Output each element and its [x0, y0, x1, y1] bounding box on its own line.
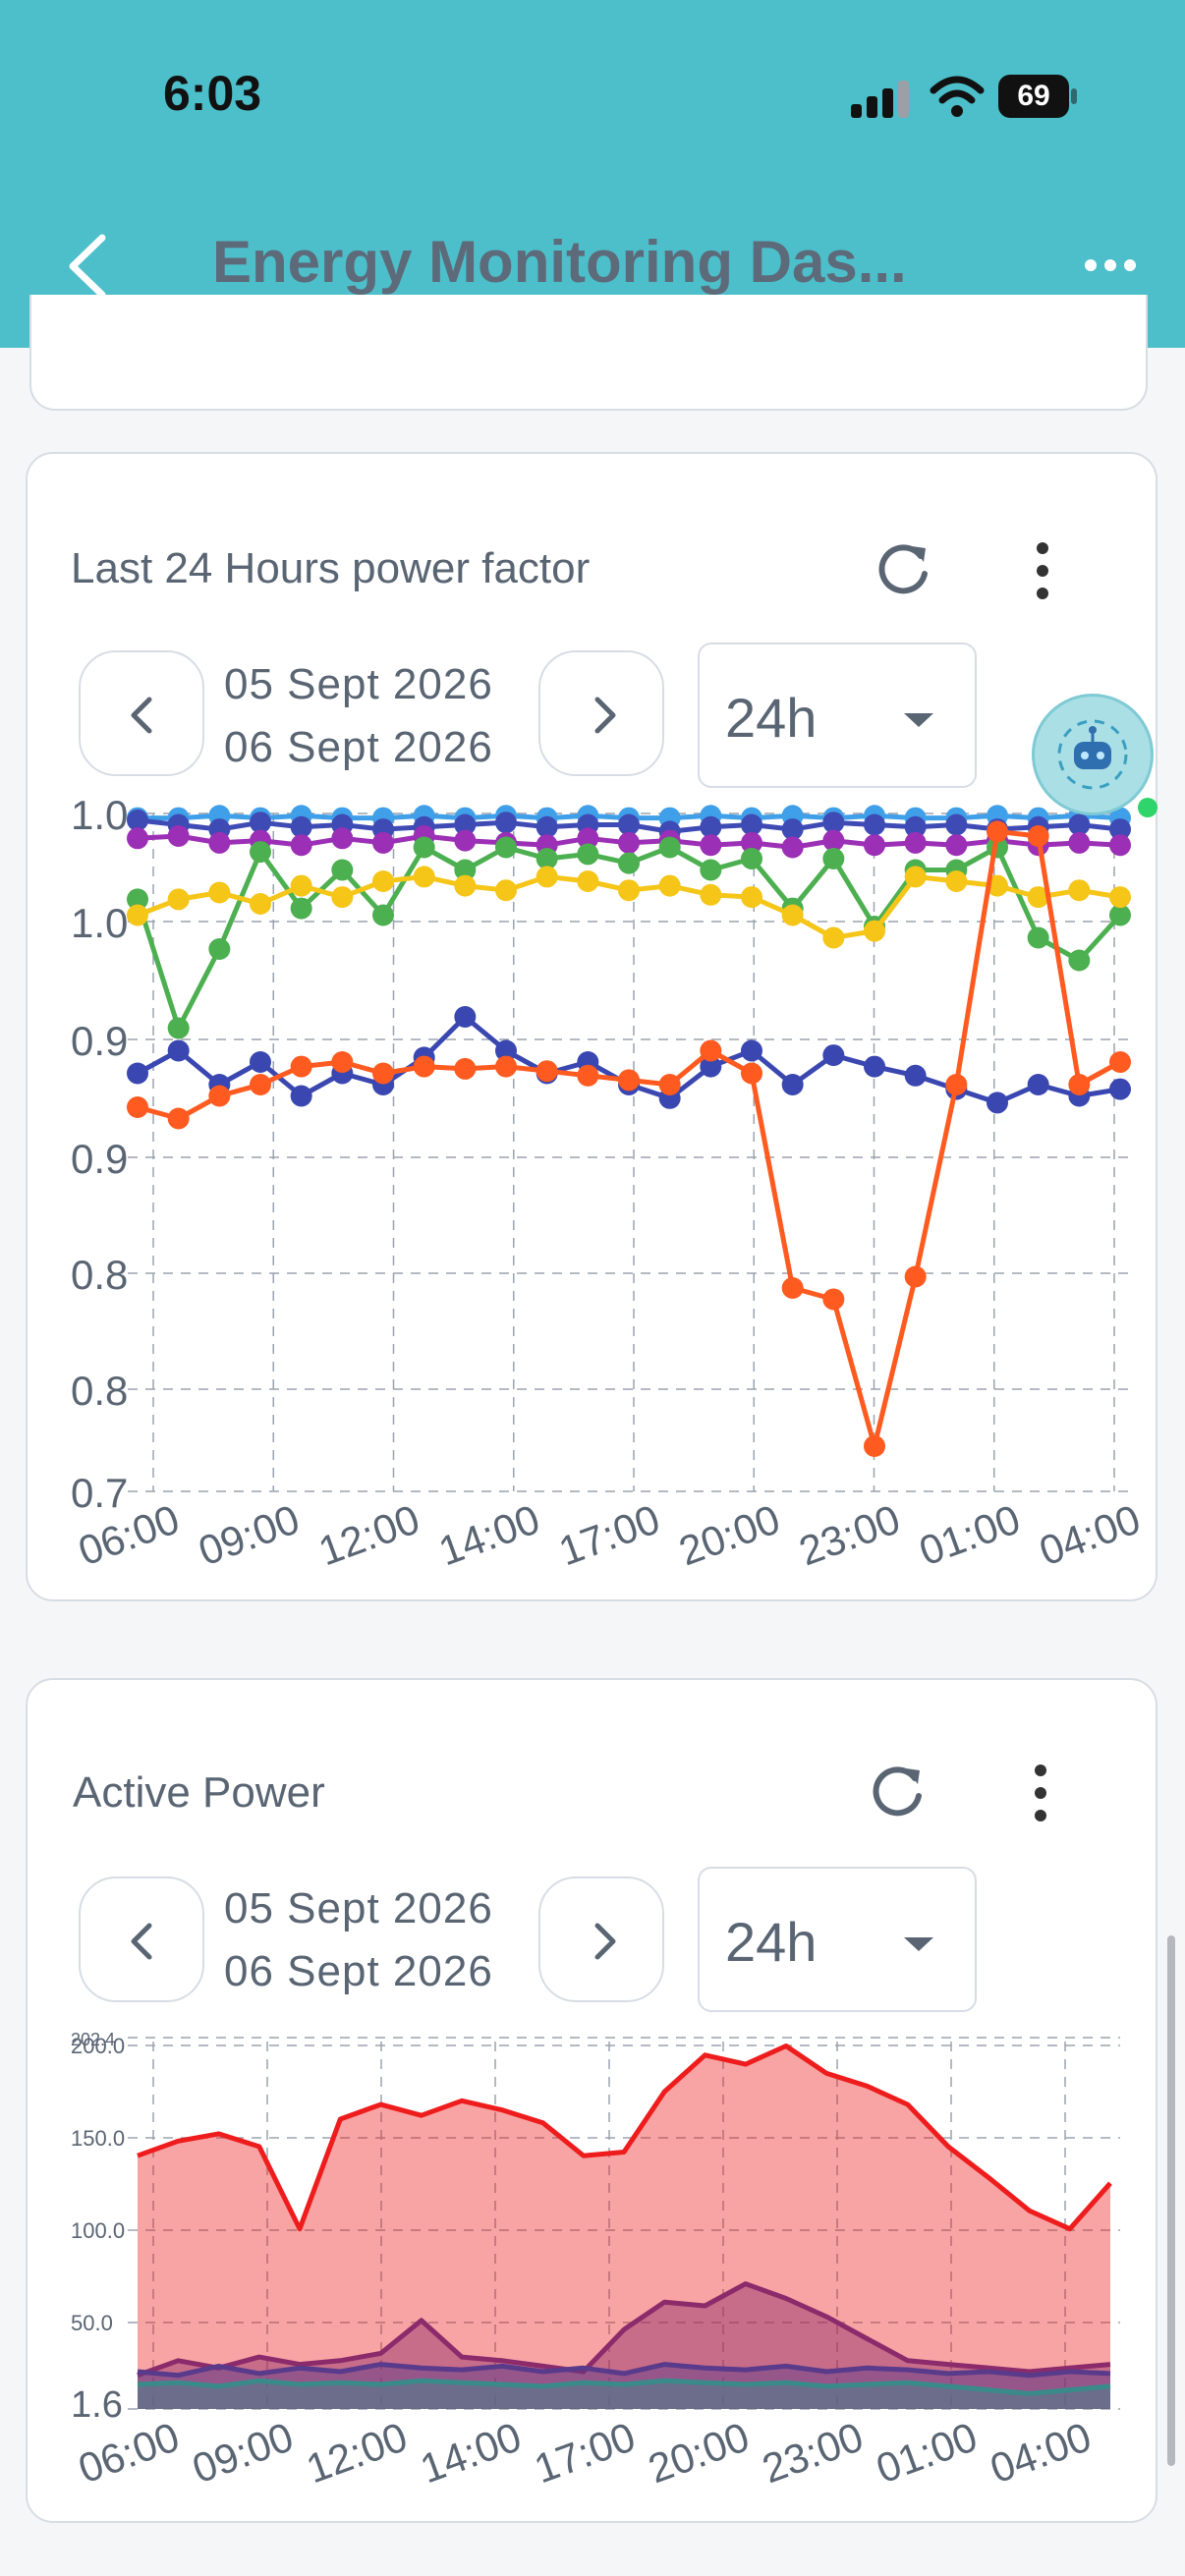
assistant-robot-icon	[1057, 719, 1128, 790]
scrollbar[interactable]	[1167, 1935, 1175, 2466]
range-value: 24h	[725, 1911, 818, 1973]
back-icon[interactable]	[59, 232, 118, 301]
chevron-right-icon	[594, 1923, 616, 1960]
vertical-dots-icon[interactable]	[1006, 1759, 1075, 1827]
caret-down-icon	[904, 1937, 933, 1951]
chevron-left-icon	[131, 1923, 152, 1960]
page-title: Energy Monitoring Das...	[212, 229, 907, 295]
battery-icon: 69	[998, 75, 1079, 118]
status-bar	[0, 0, 1185, 196]
range-select[interactable]: 24h	[698, 1867, 977, 2012]
range-select[interactable]: 24h	[698, 643, 977, 788]
next-date-button[interactable]	[538, 1876, 664, 2002]
previous-date-button[interactable]	[79, 650, 204, 776]
chevron-left-icon	[131, 697, 152, 734]
date-to: 06 Sept 2026	[224, 723, 493, 771]
power-factor-card	[26, 452, 1157, 1601]
date-from: 05 Sept 2026	[224, 1884, 493, 1932]
next-date-button[interactable]	[538, 650, 664, 776]
power-factor-title: Last 24 Hours power factor	[71, 544, 591, 592]
previous-card	[29, 295, 1148, 411]
more-icon[interactable]	[1081, 246, 1140, 285]
range-value: 24h	[725, 687, 818, 749]
chevron-right-icon	[594, 697, 616, 734]
previous-date-button[interactable]	[79, 1876, 204, 2002]
status-time: 6:03	[163, 66, 262, 121]
date-to: 06 Sept 2026	[224, 1947, 493, 1995]
date-from: 05 Sept 2026	[224, 660, 493, 708]
refresh-icon[interactable]	[869, 536, 937, 605]
vertical-dots-icon[interactable]	[1008, 536, 1077, 605]
signal-icon	[851, 81, 909, 118]
assistant-button[interactable]	[1032, 694, 1154, 815]
battery-level: 69	[1017, 80, 1050, 112]
online-status-dot	[1138, 798, 1157, 817]
caret-down-icon	[904, 713, 933, 727]
wifi-icon	[930, 76, 985, 117]
active-power-title: Active Power	[73, 1768, 325, 1817]
refresh-icon[interactable]	[863, 1759, 931, 1827]
